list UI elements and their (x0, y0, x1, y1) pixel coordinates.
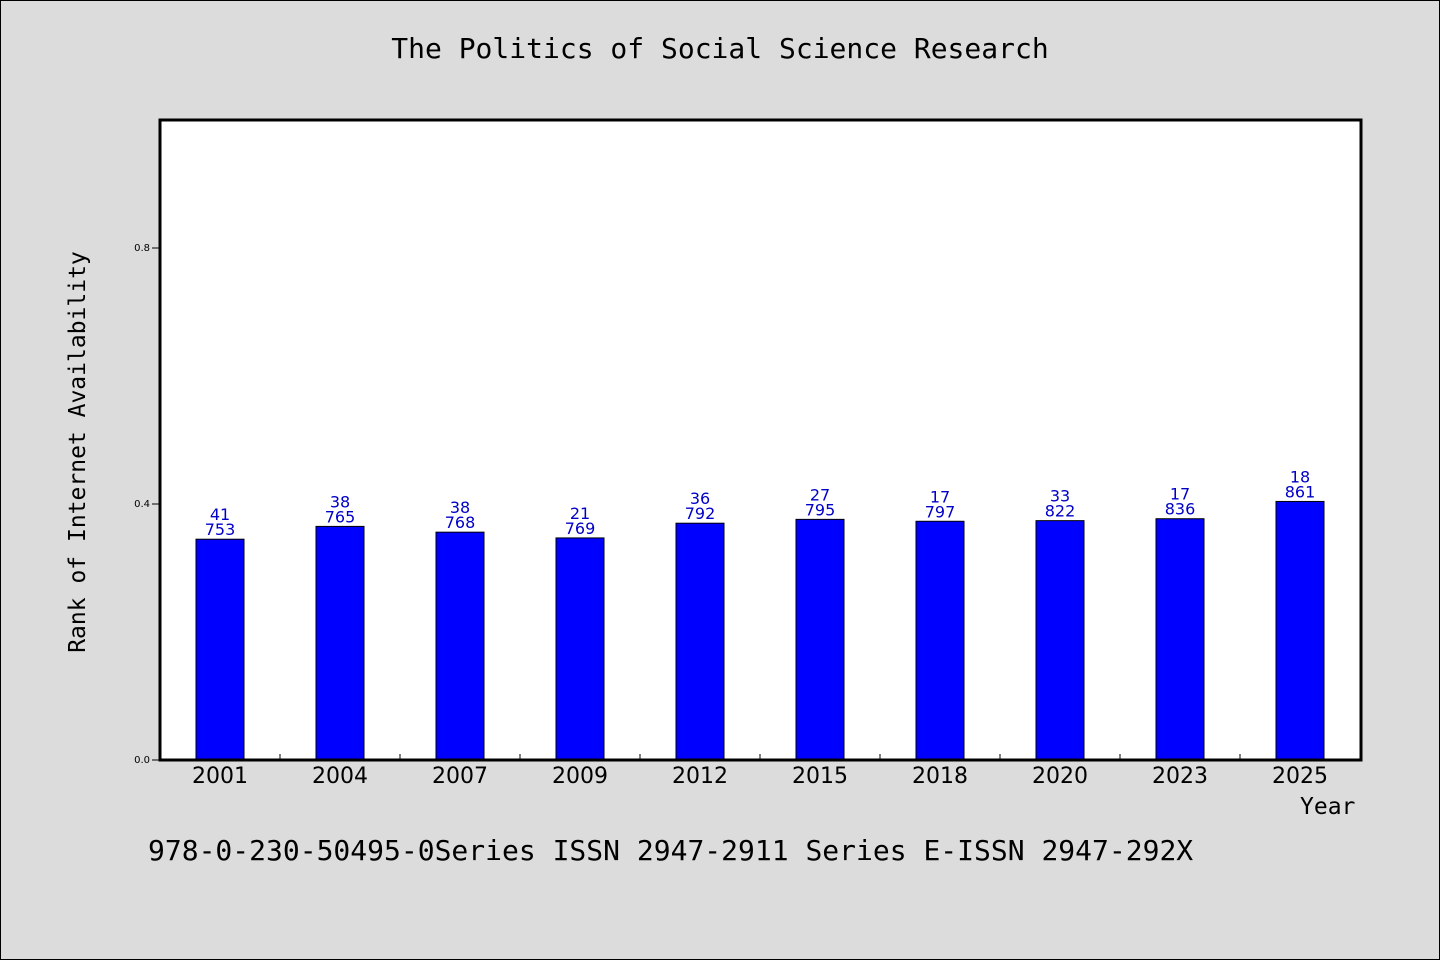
y-tick-label: 0.4 (134, 499, 150, 510)
data-label-bottom: 795 (805, 500, 836, 519)
data-label-top: 38 (450, 498, 470, 517)
data-label-top: 27 (810, 485, 830, 504)
data-label-bottom: 797 (925, 502, 956, 521)
data-label-top: 33 (1050, 487, 1070, 506)
data-label-top: 36 (690, 489, 710, 508)
x-tick-label: 2020 (1032, 764, 1088, 789)
data-label-bottom: 836 (1165, 500, 1196, 519)
data-label-top: 17 (1170, 485, 1190, 504)
data-label-top: 17 (930, 487, 950, 506)
y-tick-label: 0.8 (134, 243, 150, 254)
data-label-top: 38 (330, 492, 350, 511)
x-tick-label: 2012 (672, 764, 728, 789)
data-label-bottom: 792 (685, 504, 716, 523)
x-tick-label: 2009 (552, 764, 608, 789)
data-label-bottom: 768 (445, 513, 476, 532)
bar (1275, 500, 1325, 761)
bar (555, 537, 605, 761)
plot-border (158, 118, 1363, 762)
x-tick-label: 2001 (192, 764, 248, 789)
x-tick-label: 2007 (432, 764, 488, 789)
chart-title: The Politics of Social Science Research (391, 32, 1049, 65)
bar (195, 538, 245, 761)
x-tick-label: 2018 (912, 764, 968, 789)
x-axis-label: Year (1300, 794, 1356, 820)
y-tick-label: 0.0 (134, 755, 150, 766)
x-tick-label: 2015 (792, 764, 848, 789)
data-label-bottom: 769 (565, 519, 596, 538)
data-label-bottom: 822 (1045, 502, 1076, 521)
bar (435, 531, 485, 761)
data-label-bottom: 753 (205, 520, 236, 539)
x-tick-label: 2023 (1152, 764, 1208, 789)
bar (915, 520, 965, 761)
data-label-bottom: 861 (1285, 482, 1316, 501)
data-label-bottom: 765 (325, 507, 356, 526)
x-tick-label: 2004 (312, 764, 368, 789)
bar (675, 522, 725, 761)
bar (1035, 520, 1085, 761)
x-tick-label: 2025 (1272, 764, 1328, 789)
bar (315, 525, 365, 761)
data-label-top: 18 (1290, 467, 1310, 486)
data-label-top: 21 (570, 504, 590, 523)
bar (1155, 518, 1205, 761)
footer-isbn-issn: 978-0-230-50495-0Series ISSN 2947-2911 S… (148, 834, 1194, 867)
bar (795, 518, 845, 761)
data-label-top: 41 (210, 505, 230, 524)
